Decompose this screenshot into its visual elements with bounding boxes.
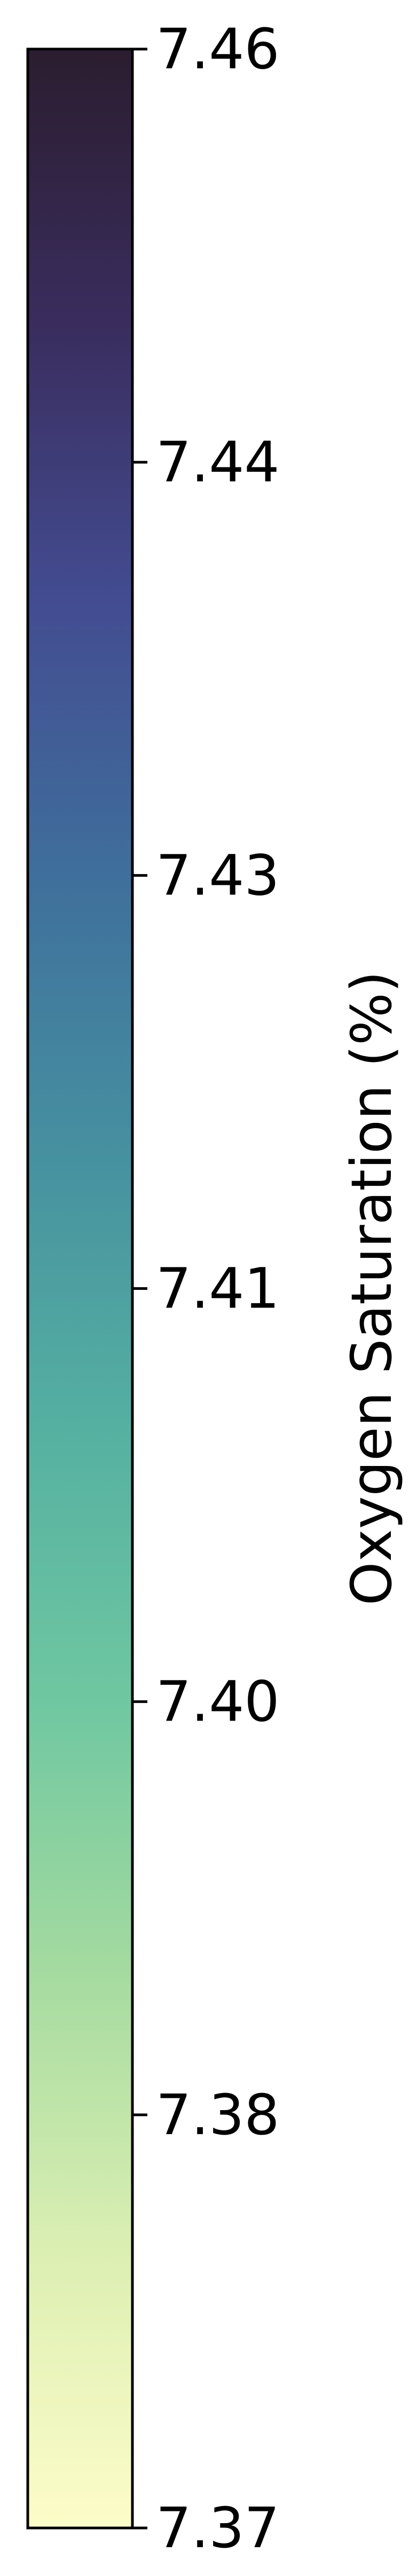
tick-label: 7.41	[156, 1256, 280, 1321]
tick-label: 7.40	[156, 1669, 280, 1734]
tick-label: 7.37	[156, 2495, 280, 2561]
tick-label: 7.43	[156, 843, 280, 908]
tick-label: 7.46	[156, 17, 280, 82]
tick-group: 7.37 7.38 7.40 7.41 7.43 7.44 7.46	[132, 17, 280, 2561]
tick-label: 7.44	[156, 430, 280, 495]
colorbar-axis-label: Oxygen Saturation (%)	[339, 971, 404, 1605]
tick-label: 7.38	[156, 2082, 280, 2147]
colorbar-gradient	[28, 49, 132, 2528]
